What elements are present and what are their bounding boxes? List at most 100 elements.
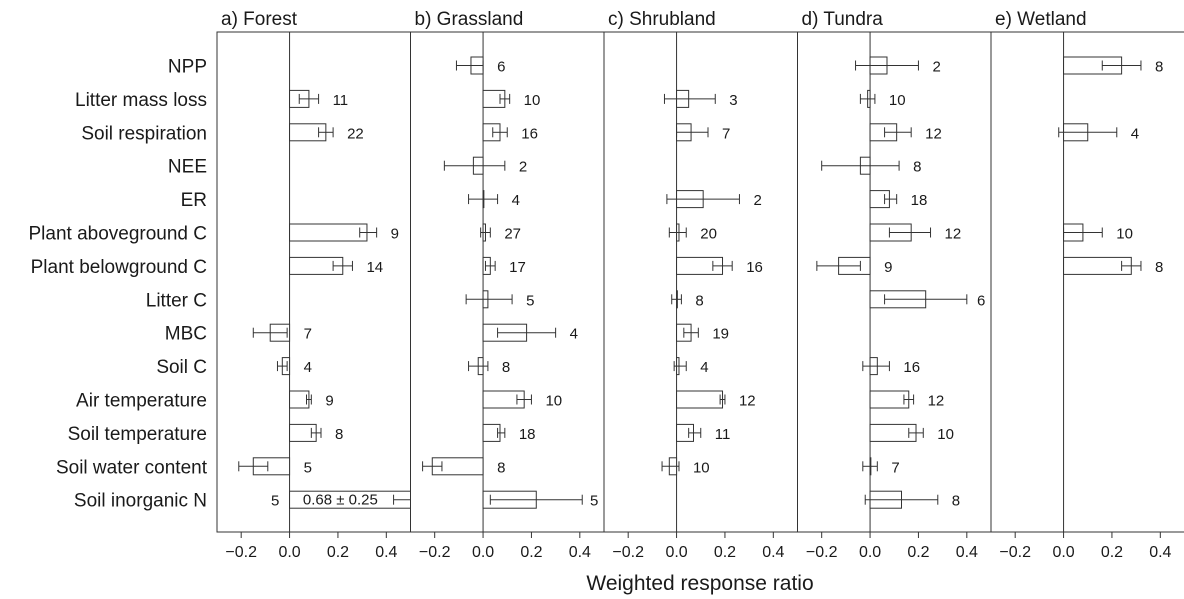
sample-size-label: 12 — [945, 226, 962, 243]
row-label: NEE — [168, 157, 207, 178]
row-label: MBC — [165, 324, 207, 345]
x-tick-label: 0.0 — [859, 544, 881, 561]
row-label: Air temperature — [76, 391, 207, 412]
row-label: Litter mass loss — [75, 90, 207, 111]
sample-size-label: 11 — [715, 426, 731, 443]
row-label: NPP — [168, 57, 207, 78]
sample-size-label: 5 — [304, 459, 312, 476]
sample-size-label: 6 — [497, 59, 505, 76]
sample-size-label: 9 — [325, 393, 333, 410]
x-tick-label: 0.4 — [375, 544, 397, 561]
row-label: Soil inorganic N — [74, 491, 207, 512]
sample-size-label: 10 — [524, 92, 541, 109]
panel-title: d) Tundra — [802, 9, 884, 30]
sample-size-label: 5 — [526, 292, 534, 309]
sample-size-label: 4 — [304, 359, 312, 376]
x-tick-label: 0.0 — [665, 544, 687, 561]
sample-size-label: 8 — [1155, 59, 1163, 76]
panel-title: a) Forest — [221, 9, 298, 30]
sample-size-label: 22 — [347, 125, 364, 142]
sample-size-label: 8 — [502, 359, 510, 376]
x-tick-label: −0.2 — [612, 544, 644, 561]
sample-size-label: 4 — [1131, 125, 1139, 142]
panel-frame — [216, 31, 411, 533]
sample-size-label: 8 — [952, 493, 960, 510]
x-axis-label: Weighted response ratio — [586, 572, 813, 595]
x-tick-label: 0.4 — [1149, 544, 1171, 561]
sample-size-label: 2 — [932, 59, 940, 76]
row-label: Soil C — [156, 357, 207, 378]
panel-frame — [410, 31, 605, 533]
sample-size-label: 16 — [903, 359, 920, 376]
sample-size-label: 20 — [700, 226, 717, 243]
x-tick-label: 0.4 — [569, 544, 591, 561]
bar — [289, 490, 411, 509]
sample-size-label: 12 — [925, 125, 942, 142]
sample-size-label: 8 — [913, 159, 921, 176]
panel-title: b) Grassland — [415, 9, 524, 30]
x-tick-label: 0.0 — [472, 544, 494, 561]
x-tick-label: 0.4 — [956, 544, 978, 561]
x-tick-label: 0.2 — [714, 544, 736, 561]
sample-size-label: 10 — [937, 426, 954, 443]
sample-size-label: 9 — [391, 226, 399, 243]
x-tick-label: −0.2 — [225, 544, 257, 561]
sample-size-label: 4 — [570, 326, 578, 343]
x-tick-label: 0.0 — [1052, 544, 1074, 561]
row-label: Litter C — [146, 290, 207, 311]
x-tick-label: −0.2 — [999, 544, 1031, 561]
panel-title: e) Wetland — [995, 9, 1087, 30]
sample-size-label: 7 — [891, 459, 899, 476]
panel-frame — [990, 31, 1184, 533]
sample-size-label: 16 — [521, 125, 538, 142]
sample-size-label: 12 — [928, 393, 945, 410]
sample-size-label: 8 — [1155, 259, 1163, 276]
sample-size-label: 18 — [911, 192, 928, 209]
x-tick-label: 0.2 — [1101, 544, 1123, 561]
row-label: Soil temperature — [68, 424, 207, 445]
sample-size-label: 14 — [366, 259, 383, 276]
sample-size-label: 17 — [509, 259, 526, 276]
sample-size-label: 4 — [700, 359, 708, 376]
sample-size-label: 2 — [753, 192, 761, 209]
panel-frame — [603, 31, 798, 533]
sample-size-label: 7 — [722, 125, 730, 142]
x-tick-label: 0.0 — [278, 544, 300, 561]
sample-size-label: 10 — [889, 92, 906, 109]
sample-size-label: 8 — [695, 292, 703, 309]
sample-size-label: 11 — [333, 92, 349, 109]
panel: c) Shrubland −0.2 0.0 0.2 0.4 3 7 2 20 16 8 194 12 11… — [603, 9, 798, 561]
sample-size-label: 3 — [729, 92, 737, 109]
x-tick-label: 0.2 — [327, 544, 349, 561]
x-tick-label: 0.2 — [907, 544, 929, 561]
sample-size-label: 18 — [519, 426, 536, 443]
bar — [869, 390, 910, 409]
x-tick-label: 0.2 — [520, 544, 542, 561]
sample-size-label: 7 — [304, 326, 312, 343]
sample-size-label: 10 — [545, 393, 562, 410]
bar-annotation: 0.68 ± 0.25 — [303, 492, 378, 509]
panel: e) Wetland −0.2 0.0 0.2 0.4 8 4 10 8 — [990, 9, 1184, 561]
sample-size-label: 9 — [884, 259, 892, 276]
sample-size-label: 4 — [512, 192, 520, 209]
sample-size-label: 8 — [335, 426, 343, 443]
sample-size-label: 8 — [497, 459, 505, 476]
x-tick-label: −0.2 — [806, 544, 838, 561]
sample-size-label: 5 — [590, 493, 598, 510]
sample-size-label: 5 — [271, 493, 279, 510]
row-label: Soil respiration — [81, 123, 207, 144]
sample-size-label: 6 — [977, 292, 985, 309]
sample-size-label: 12 — [739, 393, 756, 410]
sample-size-label: 16 — [746, 259, 763, 276]
bar — [676, 390, 724, 409]
row-label: Plant aboveground C — [28, 224, 207, 245]
sample-size-label: 27 — [504, 226, 521, 243]
x-tick-label: 0.4 — [762, 544, 784, 561]
row-label: Plant belowground C — [31, 257, 207, 278]
panel: d) Tundra−0.2 0.0 0.2 0.4210128181296161210… — [797, 9, 992, 561]
x-tick-label: −0.2 — [419, 544, 451, 561]
row-label: ER — [181, 190, 207, 211]
